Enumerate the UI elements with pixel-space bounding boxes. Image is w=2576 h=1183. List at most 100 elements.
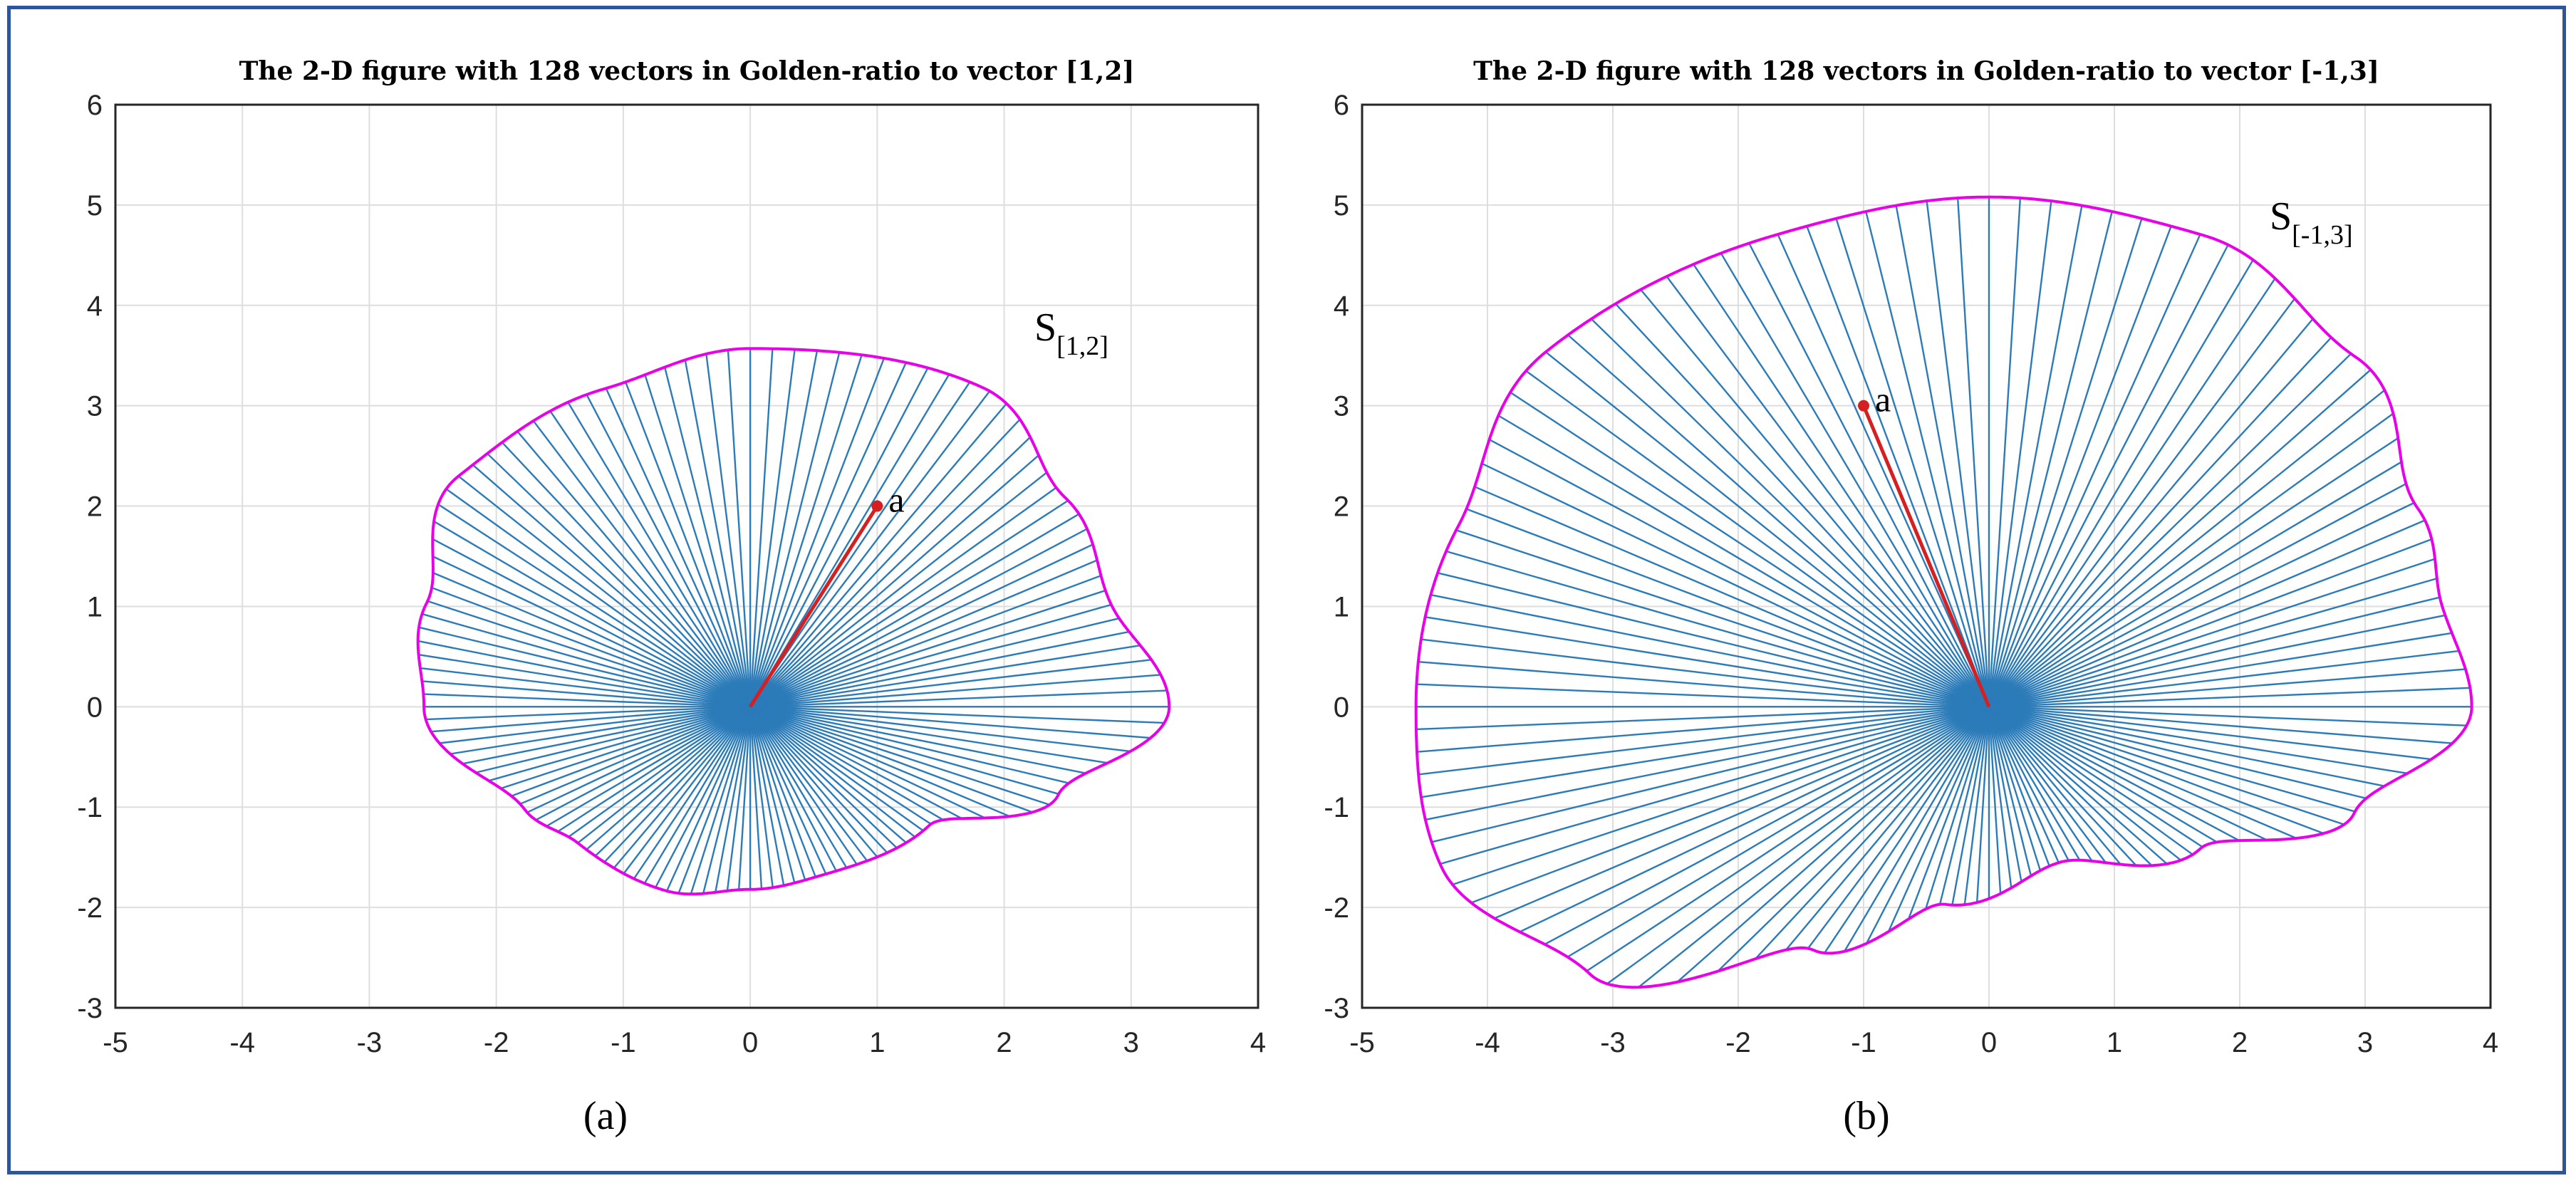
y-tick-label: 2 [87, 491, 103, 523]
vector-ray [1489, 439, 1990, 708]
vector-ray [1988, 706, 2093, 862]
x-tick-label: -3 [1600, 1027, 1626, 1058]
vector-ray [1988, 234, 2201, 707]
vector-ray [749, 630, 1130, 708]
vector-ray [750, 689, 1168, 708]
vector-ray [749, 706, 837, 872]
vector-endpoint [1858, 400, 1869, 412]
vector-ray [1988, 197, 2022, 707]
y-tick-label: -3 [1324, 993, 1349, 1024]
vector-ray [749, 559, 1098, 708]
vector-ray [567, 402, 752, 707]
vector-ray [749, 575, 1101, 708]
vector-ray [1988, 632, 2453, 708]
plot-border [114, 103, 1260, 1009]
y-tick-label: -3 [77, 993, 103, 1024]
y-tick-label: 6 [1334, 90, 1349, 121]
vector-ray [1988, 706, 2325, 835]
vector-ray [715, 707, 752, 893]
vector-ray [749, 706, 888, 854]
vector-ray [417, 640, 751, 708]
vector-ray [1835, 218, 1990, 707]
panel-caption: (a) [583, 1094, 628, 1138]
chart-title: The 2-D figure with 128 vectors in Golde… [239, 56, 1135, 86]
vector-ray [1988, 706, 2356, 813]
vector-ray [749, 645, 1141, 708]
vector-ray [1988, 706, 2408, 775]
vector-ray [749, 706, 898, 849]
vector-ray [457, 475, 751, 708]
vector-ray [1988, 369, 2372, 708]
vector-ray [749, 706, 1086, 774]
x-tick-label: 3 [2357, 1027, 2373, 1058]
vector-ray [749, 706, 932, 825]
y-tick-label: -2 [1324, 892, 1349, 924]
vector-ray [1497, 415, 1990, 708]
vector-ray [625, 381, 752, 707]
vector-ray [1988, 706, 2203, 848]
x-tick-label: 4 [2483, 1027, 2498, 1058]
vector-ray [1640, 288, 1990, 708]
vector-ray [1988, 707, 2012, 888]
y-tick-label: 4 [87, 291, 103, 322]
vector-ray [749, 362, 907, 707]
vector-ray [1988, 244, 2229, 707]
vector-ray [749, 436, 1031, 708]
vector-ray [1544, 706, 1990, 945]
vector-ray [705, 353, 752, 707]
vector-ray [1525, 370, 1990, 708]
vector-ray [749, 349, 796, 707]
vector-ray [1425, 616, 1990, 708]
highlight-vector [748, 505, 879, 708]
vector-ray [431, 587, 751, 708]
y-tick-label: -1 [77, 792, 103, 823]
vector-ray [749, 354, 863, 707]
y-tick-label: 5 [1334, 190, 1349, 222]
vector-ray [1988, 706, 2467, 726]
vector-ray [603, 706, 751, 863]
vector-ray [432, 572, 751, 708]
vector-ray [665, 706, 752, 892]
vector-ray [577, 706, 751, 844]
vector-ray [1988, 412, 2394, 708]
vector-ray [568, 706, 751, 838]
vector-ray [557, 706, 751, 833]
vector-ray [749, 706, 868, 862]
vector-ray [1666, 276, 1990, 708]
vector-ray [1988, 298, 2296, 708]
vector-ray [1418, 706, 1990, 776]
vector-ray [677, 706, 752, 894]
vector-ray [450, 706, 751, 755]
vector-ray [749, 589, 1106, 708]
vector-ray [1720, 252, 1990, 707]
vector-ray [1440, 706, 1990, 865]
vector-ray [1926, 200, 1990, 707]
vector-ray [1519, 706, 1990, 933]
vector-ray [749, 471, 1048, 708]
vector-ray [1717, 706, 1990, 972]
vector-ray [749, 706, 944, 821]
vector-ray [1824, 706, 1990, 954]
vector-ray [501, 442, 751, 708]
vector-ray [1693, 264, 1990, 707]
vector-ray [1988, 650, 2460, 708]
vector-ray [1963, 707, 1990, 905]
vector-ray [475, 706, 751, 773]
vector-ray [633, 706, 752, 880]
vector-ray [1590, 318, 1990, 708]
panel-caption: (b) [1843, 1094, 1889, 1138]
x-tick-label: -2 [1725, 1027, 1751, 1058]
vector-ray [1988, 707, 2002, 894]
vector-ray [1988, 706, 2297, 840]
curve-label-subscript: [1,2] [1056, 331, 1108, 361]
vector-ray [684, 360, 752, 707]
y-tick-label: 5 [87, 190, 103, 222]
vector-ray [1988, 578, 2438, 708]
vector-ray [1676, 706, 1990, 983]
plot-border [1361, 103, 2492, 1009]
vector-ray [1988, 501, 2415, 708]
vector-ray [749, 706, 1050, 806]
vector-ray [1430, 594, 1990, 708]
vector-ray [1988, 706, 2060, 863]
